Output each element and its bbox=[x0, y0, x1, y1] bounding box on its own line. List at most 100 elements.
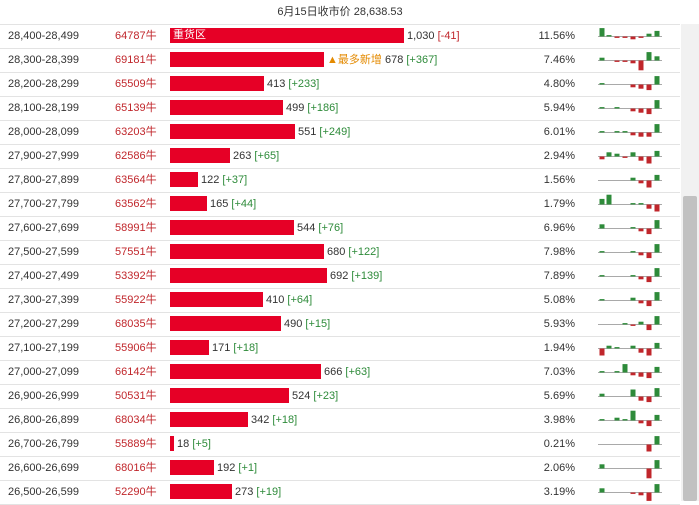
oi-bar bbox=[170, 292, 263, 307]
oi-bar bbox=[170, 220, 294, 235]
sparkline-bar bbox=[638, 300, 644, 304]
oi-change: [+65] bbox=[254, 150, 280, 162]
change-sparkline bbox=[598, 174, 662, 188]
oi-value-group: 499 [+186] bbox=[286, 97, 338, 120]
sparkline-bar bbox=[606, 152, 612, 157]
sparkline-bar bbox=[599, 57, 605, 61]
sparkline-bar bbox=[646, 180, 652, 188]
strike-count: 68035牛 bbox=[115, 318, 157, 330]
oi-value: 263 bbox=[233, 150, 252, 162]
sparkline-bar bbox=[654, 204, 660, 212]
oi-value: 18 bbox=[177, 438, 190, 450]
sparkline-bar bbox=[654, 268, 660, 277]
sparkline-bar bbox=[599, 393, 605, 397]
percentage: 7.89% bbox=[543, 270, 575, 282]
sparkline-bar bbox=[599, 198, 605, 205]
oi-value: 122 bbox=[201, 174, 220, 186]
oi-value-group: 544 [+76] bbox=[297, 217, 343, 240]
table-row: 27,400-27,499 53392牛 692 [+139] 7.89% bbox=[0, 265, 680, 289]
change-sparkline bbox=[598, 52, 662, 71]
oi-bar bbox=[170, 340, 209, 355]
oi-bar bbox=[170, 52, 324, 67]
sparkline-bar bbox=[646, 372, 652, 379]
oi-value: 524 bbox=[292, 390, 311, 402]
oi-change: [+249] bbox=[319, 126, 351, 138]
sparkline-bar bbox=[630, 297, 636, 301]
sparkline-bar bbox=[654, 30, 660, 37]
price-range: 27,300-27,399 bbox=[8, 294, 79, 306]
change-sparkline bbox=[598, 76, 662, 91]
sparkline-bar bbox=[646, 300, 652, 307]
cbbc-distribution-table: 28,400-28,499 64787牛 重货区 1,030 [-41] 11.56% 2… bbox=[0, 24, 680, 505]
sparkline-bar bbox=[638, 203, 644, 205]
change-sparkline bbox=[598, 28, 662, 40]
sparkline-bar bbox=[638, 492, 644, 496]
oi-value: 680 bbox=[327, 246, 346, 258]
sparkline-bar bbox=[614, 131, 620, 133]
percentage: 5.08% bbox=[543, 294, 575, 306]
sparkline-bar bbox=[654, 316, 660, 325]
change-sparkline bbox=[598, 342, 662, 356]
sparkline-bar bbox=[638, 108, 644, 113]
sparkline-bar bbox=[630, 389, 636, 397]
oi-value: 410 bbox=[266, 294, 285, 306]
oi-bar bbox=[170, 172, 198, 187]
oi-bar bbox=[170, 388, 289, 403]
strike-count: 68016牛 bbox=[115, 462, 157, 474]
change-sparkline bbox=[598, 150, 662, 164]
oi-bar bbox=[170, 244, 324, 259]
change-sparkline bbox=[598, 364, 662, 379]
sparkline-bar bbox=[646, 492, 652, 501]
change-sparkline bbox=[598, 292, 662, 307]
percentage: 3.98% bbox=[543, 414, 575, 426]
sparkline-bar bbox=[654, 484, 660, 493]
sparkline-bar bbox=[630, 152, 636, 157]
oi-value-group: 273 [+19] bbox=[235, 481, 281, 504]
percentage: 0.21% bbox=[543, 438, 575, 450]
oi-change: [+76] bbox=[318, 222, 344, 234]
oi-value: 1,030 bbox=[407, 30, 435, 42]
oi-change: [+139] bbox=[351, 270, 383, 282]
oi-bar bbox=[170, 484, 232, 499]
oi-value: 273 bbox=[235, 486, 254, 498]
oi-change: [+64] bbox=[287, 294, 313, 306]
sparkline-bar bbox=[654, 244, 660, 253]
sparkline-bar bbox=[654, 414, 660, 421]
percentage: 6.01% bbox=[543, 126, 575, 138]
sparkline-bar bbox=[638, 321, 644, 325]
percentage: 7.98% bbox=[543, 246, 575, 258]
price-range: 28,200-28,299 bbox=[8, 78, 79, 90]
sparkline-bar bbox=[599, 28, 605, 37]
sparkline-bar bbox=[638, 372, 644, 377]
sparkline-bar bbox=[654, 388, 660, 397]
oi-bar bbox=[170, 76, 264, 91]
sparkline-bar bbox=[599, 131, 605, 133]
oi-change: [+19] bbox=[256, 486, 282, 498]
sparkline-bar bbox=[654, 56, 660, 61]
table-row: 27,200-27,299 68035牛 490 [+15] 5.93% bbox=[0, 313, 680, 337]
sparkline-bar bbox=[646, 396, 652, 403]
scrollbar-thumb[interactable] bbox=[683, 196, 697, 501]
oi-change: [+18] bbox=[233, 342, 259, 354]
strike-count: 55889牛 bbox=[115, 438, 157, 450]
sparkline-bar bbox=[622, 36, 628, 38]
change-sparkline bbox=[598, 220, 662, 235]
oi-value-group: 524 [+23] bbox=[292, 385, 338, 408]
sparkline-bar bbox=[614, 417, 620, 421]
oi-change: [+44] bbox=[231, 198, 257, 210]
oi-value-group: 122 [+37] bbox=[201, 169, 247, 192]
sparkline-bar bbox=[646, 420, 652, 427]
price-range: 28,100-28,199 bbox=[8, 102, 79, 114]
oi-value-group: 1,030 [-41] bbox=[407, 25, 460, 48]
strike-count: 64787牛 bbox=[115, 30, 157, 42]
price-range: 27,500-27,599 bbox=[8, 246, 79, 258]
sparkline-bar bbox=[622, 419, 628, 421]
sparkline-bar bbox=[646, 132, 652, 137]
sparkline-bar bbox=[654, 220, 660, 229]
oi-bar bbox=[170, 148, 230, 163]
table-row: 27,800-27,899 63564牛 122 [+37] 1.56% bbox=[0, 169, 680, 193]
sparkline-bar bbox=[614, 153, 620, 157]
percentage: 11.56% bbox=[538, 30, 576, 42]
oi-value-group: 171 [+18] bbox=[212, 337, 258, 360]
sparkline-bar bbox=[630, 372, 636, 376]
